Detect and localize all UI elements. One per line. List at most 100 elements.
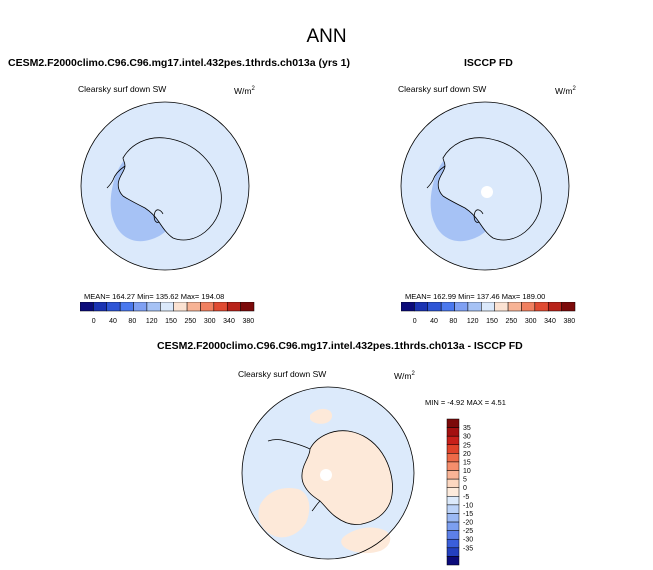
diff-colorbar-swatch — [446, 435, 460, 446]
left-colorbar-tick-label: 340 — [223, 318, 235, 325]
left-colorbar-swatch — [186, 302, 201, 312]
diff-colorbar-swatch — [446, 418, 460, 428]
right-colorbar-tick-label: 80 — [449, 318, 457, 325]
right-colorbar-swatch — [454, 302, 469, 312]
left-colorbar-swatch — [93, 302, 108, 312]
right-colorbar-swatch — [467, 302, 482, 312]
left-colorbar-swatch — [119, 302, 134, 312]
diff-colorbar-tick-label: 20 — [463, 451, 471, 458]
right-colorbar-swatch — [534, 302, 549, 312]
left-stats-text: MEAN= 164.27 Min= 135.62 Max= 194.08 — [84, 292, 225, 301]
diff-colorbar-tick-label: 10 — [463, 468, 471, 475]
left-ross-sea-line — [153, 209, 164, 223]
right-colorbar-tick-label: 250 — [505, 318, 517, 325]
right-colorbar-swatch — [414, 302, 429, 312]
diff-panel-title: CESM2.F2000climo.C96.C96.mg17.intel.432p… — [157, 340, 523, 352]
left-variable-label: Clearsky surf down SW — [78, 84, 167, 94]
diff-colorbar-tick-label: 25 — [463, 442, 471, 449]
left-colorbar-tick-label: 80 — [128, 318, 136, 325]
right-colorbar-tick-label: 300 — [525, 318, 537, 325]
right-variable-label: Clearsky surf down SW — [398, 84, 487, 94]
left-antarctica-outline — [117, 137, 222, 241]
diff-units-label: W/m2 — [394, 371, 415, 381]
diff-colorbar-swatch — [446, 538, 460, 549]
right-colorbar-swatch — [521, 302, 536, 312]
figure-title: ANN — [306, 26, 347, 47]
left-colorbar-swatch — [80, 302, 94, 312]
diff-polar-map — [241, 386, 415, 560]
right-colorbar-tick-label: 0 — [413, 318, 417, 325]
diff-colorbar-swatch — [446, 461, 460, 471]
diff-colorbar-swatch — [446, 530, 460, 540]
diff-ross-sea-line — [311, 500, 321, 512]
diff-colorbar-tick-label: -25 — [463, 528, 473, 535]
left-colorbar-tick-label: 300 — [204, 318, 216, 325]
diff-colorbar-tick-label: 0 — [463, 485, 467, 492]
right-colorbar-tick-label: 340 — [544, 318, 556, 325]
diff-colorbar-swatch — [446, 504, 460, 514]
right-colorbar: 0 40 80 120 150 250 300 340 380 — [401, 302, 576, 325]
diff-colorbar-tick-label: 15 — [463, 459, 471, 466]
left-colorbar-tick-label: 380 — [242, 318, 254, 325]
diff-antarctica-outline — [301, 430, 393, 525]
left-colorbar-tick-label: 250 — [184, 318, 196, 325]
left-colorbar-swatch — [173, 302, 188, 312]
right-colorbar-tick-label: 120 — [467, 318, 479, 325]
left-units-label: W/m2 — [234, 86, 255, 96]
right-colorbar-swatch — [427, 302, 442, 312]
right-colorbar-swatch — [561, 302, 576, 312]
right-panel-title: ISCCP FD — [464, 57, 513, 69]
right-colorbar-swatch — [440, 302, 455, 312]
diff-colorbar-swatch — [446, 487, 460, 497]
left-colorbar-swatch — [106, 302, 121, 312]
left-colorbar-swatch — [146, 302, 161, 312]
diff-colorbar-swatch — [446, 427, 460, 437]
left-colorbar-swatch — [226, 302, 241, 312]
left-polar-map — [80, 101, 250, 271]
diff-colorbar-tick-label: -35 — [463, 545, 473, 552]
left-colorbar: 0 40 80 120 150 250 300 340 380 — [80, 302, 255, 325]
diff-missing-data-hole — [320, 469, 332, 481]
right-colorbar-tick-label: 40 — [430, 318, 438, 325]
right-colorbar-tick-label: 150 — [486, 318, 498, 325]
diff-colorbar-tick-label: -15 — [463, 511, 473, 518]
left-colorbar-swatch — [133, 302, 148, 312]
right-stats-text: MEAN= 162.99 Min= 137.46 Max= 189.00 — [405, 292, 546, 301]
right-colorbar-swatch — [401, 302, 415, 312]
left-map-border — [80, 101, 250, 271]
right-peninsula-line — [426, 165, 446, 189]
diff-peninsula-line — [267, 439, 311, 450]
diff-colorbar-swatch — [446, 547, 460, 557]
left-colorbar-tick-label: 40 — [109, 318, 117, 325]
right-ross-sea-line — [473, 209, 484, 223]
left-colorbar-tick-label: 150 — [165, 318, 177, 325]
left-colorbar-swatch — [200, 302, 215, 312]
diff-colorbar-swatch — [446, 556, 460, 566]
right-map-border — [400, 101, 570, 271]
left-peninsula-line — [106, 165, 126, 189]
diff-map-border — [241, 386, 415, 560]
right-colorbar-swatch — [481, 302, 495, 312]
diff-colorbar-swatch — [446, 521, 460, 531]
right-colorbar-swatch — [547, 302, 562, 312]
left-colorbar-swatch — [240, 302, 255, 312]
right-polar-map — [400, 101, 570, 271]
left-colorbar-swatch — [160, 302, 174, 312]
diff-colorbar-swatch — [446, 478, 460, 488]
diff-colorbar-swatch — [446, 453, 460, 463]
right-units-label: W/m2 — [555, 86, 576, 96]
left-colorbar-tick-label: 0 — [92, 318, 96, 325]
diff-positive-bias-region-2 — [341, 527, 391, 554]
diff-colorbar-swatch — [446, 513, 460, 523]
diff-positive-bias-region — [258, 487, 310, 538]
diff-positive-bias-region-3 — [310, 408, 333, 424]
left-panel-title: CESM2.F2000climo.C96.C96.mg17.intel.432p… — [8, 57, 350, 69]
diff-colorbar-tick-label: -30 — [463, 537, 473, 544]
diff-colorbar-tick-label: -5 — [463, 494, 469, 501]
diff-colorbar-tick-label: -10 — [463, 502, 473, 509]
diff-colorbar-swatch — [446, 444, 460, 454]
left-colorbar-swatch — [213, 302, 228, 312]
right-missing-data-hole — [481, 186, 493, 198]
diff-variable-label: Clearsky surf down SW — [238, 369, 327, 379]
